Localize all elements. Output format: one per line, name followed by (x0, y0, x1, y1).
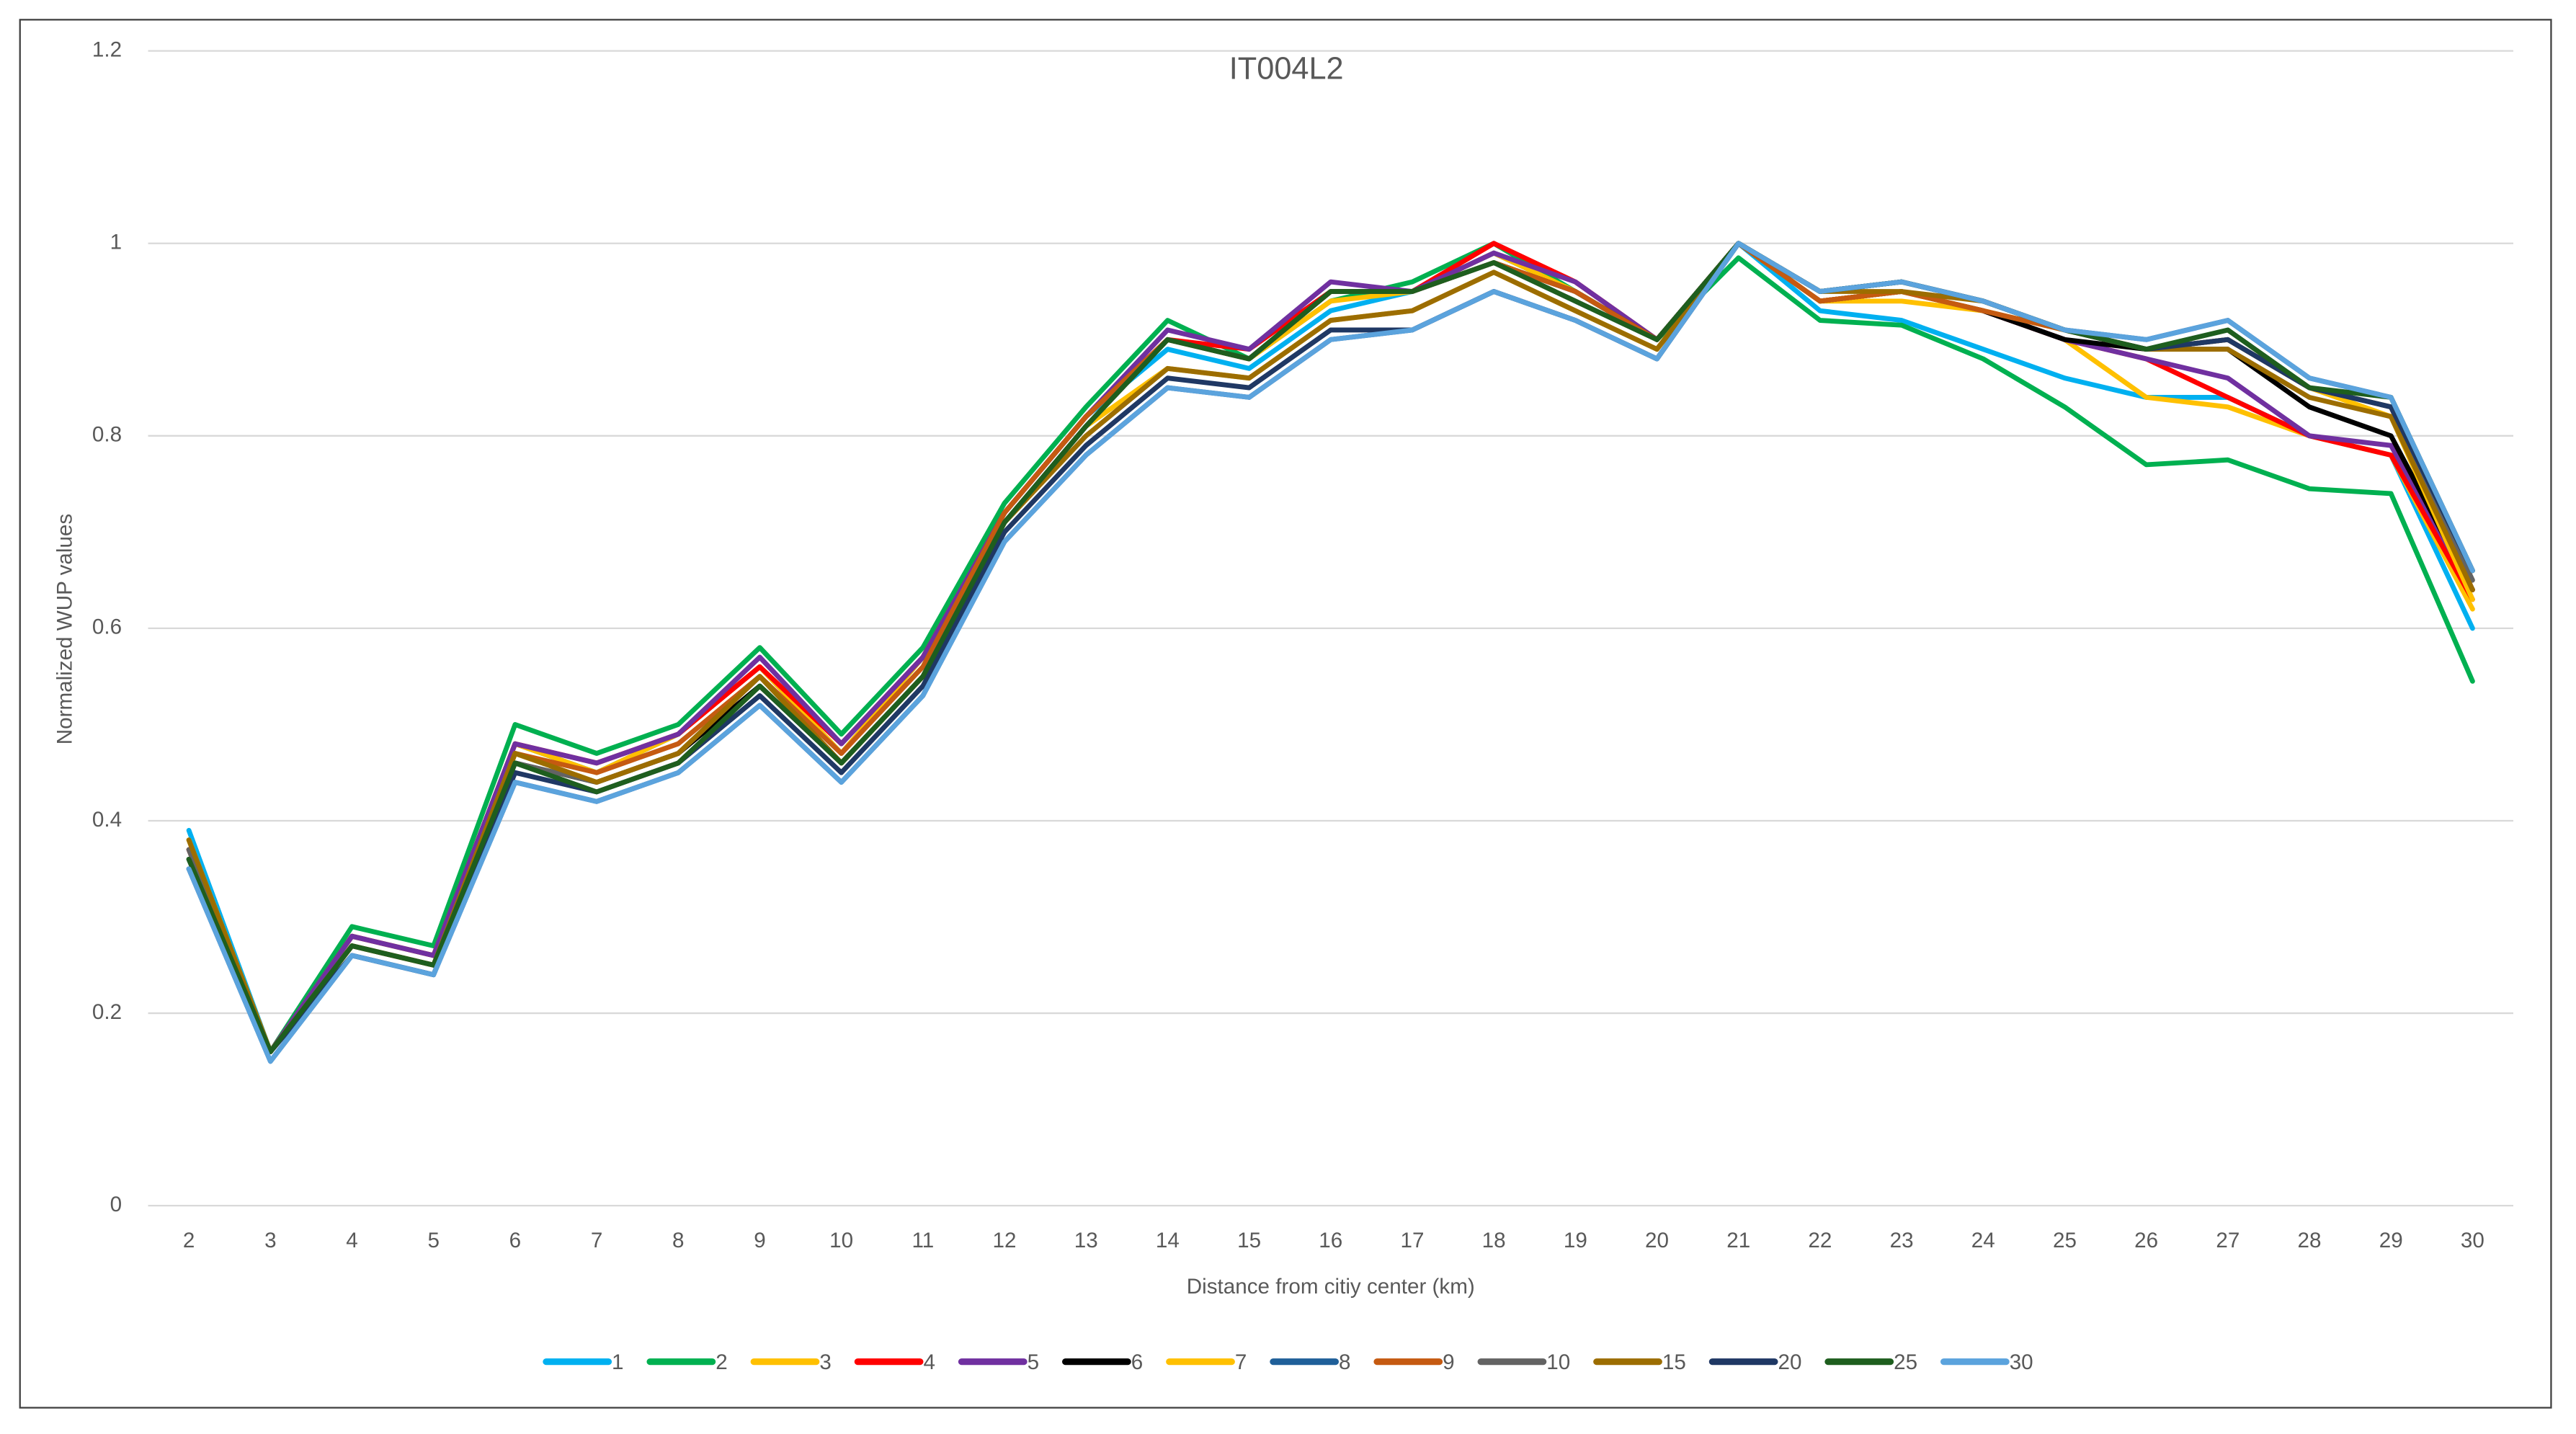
y-tick-label: 1.2 (92, 37, 122, 61)
x-tick-label: 14 (1156, 1229, 1180, 1252)
x-tick-label: 29 (2379, 1229, 2403, 1252)
series-line (186, 241, 2475, 1054)
x-tick-label: 2 (183, 1229, 195, 1252)
legend-label: 15 (1662, 1350, 1686, 1374)
legend-label: 4 (923, 1350, 935, 1374)
x-tick-label: 10 (829, 1229, 853, 1252)
x-tick-label: 11 (912, 1229, 934, 1252)
legend-label: 10 (1546, 1350, 1570, 1374)
x-tick-label: 9 (754, 1229, 765, 1252)
y-tick-label: 0.2 (92, 1000, 122, 1024)
y-tick-label: 0 (110, 1193, 122, 1216)
x-tick-label: 13 (1074, 1229, 1098, 1252)
legend-label: 8 (1339, 1350, 1350, 1374)
x-tick-label: 24 (1971, 1229, 1995, 1252)
series-line (186, 241, 2475, 1064)
y-tick-label: 0.6 (92, 615, 122, 639)
x-tick-label: 15 (1237, 1229, 1261, 1252)
grid: 00.20.40.60.811.22 3 4 5 6 7 8 9 10 11 12 13 14 15 16 1… (92, 37, 2514, 1252)
x-tick-label: 6 (509, 1229, 521, 1252)
legend-label: 25 (1894, 1350, 1917, 1374)
chart-title: IT004L2 (1229, 51, 1344, 86)
x-tick-label: 17 (1400, 1229, 1424, 1252)
x-tick-label: 4 (346, 1229, 357, 1252)
legend-label: 7 (1235, 1350, 1247, 1374)
x-tick-label: 8 (672, 1229, 684, 1252)
x-tick-label: 5 (427, 1229, 439, 1252)
x-tick-label: 3 (264, 1229, 276, 1252)
y-tick-label: 0.8 (92, 423, 122, 447)
x-tick-label: 12 (993, 1229, 1017, 1252)
plot-lines (186, 241, 2475, 1064)
legend-label: 1 (612, 1350, 623, 1374)
legend-label: 3 (819, 1350, 831, 1374)
series-line (186, 241, 2475, 1054)
x-axis-label: Distance from citiy center (km) (1187, 1275, 1475, 1299)
x-tick-label: 21 (1726, 1229, 1750, 1252)
legend-label: 2 (716, 1350, 727, 1374)
y-axis-label: Normalized WUP values (53, 514, 76, 745)
legend-label: 9 (1443, 1350, 1454, 1374)
x-tick-label: 16 (1319, 1229, 1342, 1252)
legend: 1 2 3 4 5 6 7 8 9 10 15 20 25 30 (543, 1350, 2033, 1374)
legend-label: 6 (1131, 1350, 1143, 1374)
x-tick-label: 27 (2216, 1229, 2239, 1252)
y-tick-label: 0.4 (92, 808, 122, 832)
x-tick-label: 25 (2053, 1229, 2077, 1252)
x-tick-label: 26 (2134, 1229, 2158, 1252)
legend-label: 20 (1778, 1350, 1802, 1374)
legend-label: 5 (1028, 1350, 1039, 1374)
x-tick-label: 22 (1808, 1229, 1832, 1252)
series-line (186, 241, 2475, 1054)
x-tick-label: 23 (1890, 1229, 1914, 1252)
x-tick-label: 18 (1482, 1229, 1506, 1252)
legend-label: 30 (2010, 1350, 2033, 1374)
x-tick-label: 28 (2298, 1229, 2322, 1252)
y-tick-label: 1 (110, 231, 122, 254)
x-tick-label: 19 (1564, 1229, 1587, 1252)
x-tick-label: 30 (2461, 1229, 2484, 1252)
chart-border (19, 19, 2552, 1409)
x-tick-label: 20 (1645, 1229, 1669, 1252)
x-tick-label: 7 (591, 1229, 602, 1252)
